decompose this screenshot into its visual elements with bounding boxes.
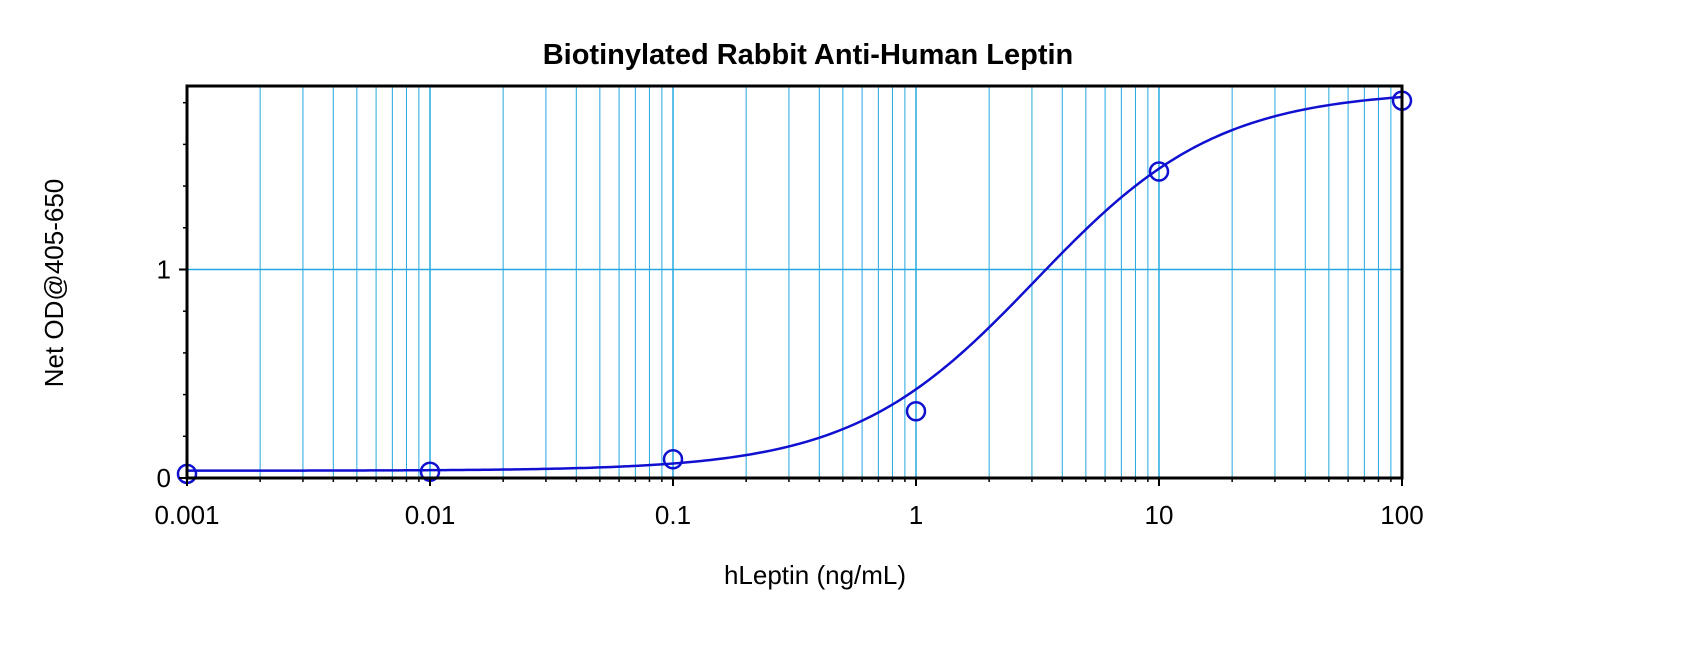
data-point	[905, 401, 927, 422]
fit-curve	[186, 95, 1403, 472]
x-axis-label: hLeptin (ng/mL)	[724, 560, 906, 590]
x-tick-label: 0.001	[154, 500, 219, 530]
x-tick-label: 10	[1145, 500, 1174, 530]
x-axis: 0.001 0.01 0.1 1 10 100	[154, 478, 1424, 530]
x-tick-label: 0.01	[405, 500, 456, 530]
x-tick-label: 0.1	[655, 500, 691, 530]
grid	[187, 86, 1402, 478]
x-tick-label: 1	[909, 500, 923, 530]
y-axis: 01	[157, 101, 187, 493]
x-tick-label: 100	[1380, 500, 1423, 530]
chart-title: Biotinylated Rabbit Anti-Human Leptin	[543, 39, 1074, 71]
y-tick-label: 0	[157, 463, 171, 493]
plot-frame	[185, 84, 1404, 480]
y-axis-label: Net OD@405-650	[39, 179, 69, 388]
data-point	[1148, 161, 1170, 182]
y-tick-label: 1	[157, 254, 171, 284]
data-point	[662, 448, 684, 470]
data-points	[176, 90, 1413, 485]
fit-curve-layer	[186, 95, 1403, 472]
